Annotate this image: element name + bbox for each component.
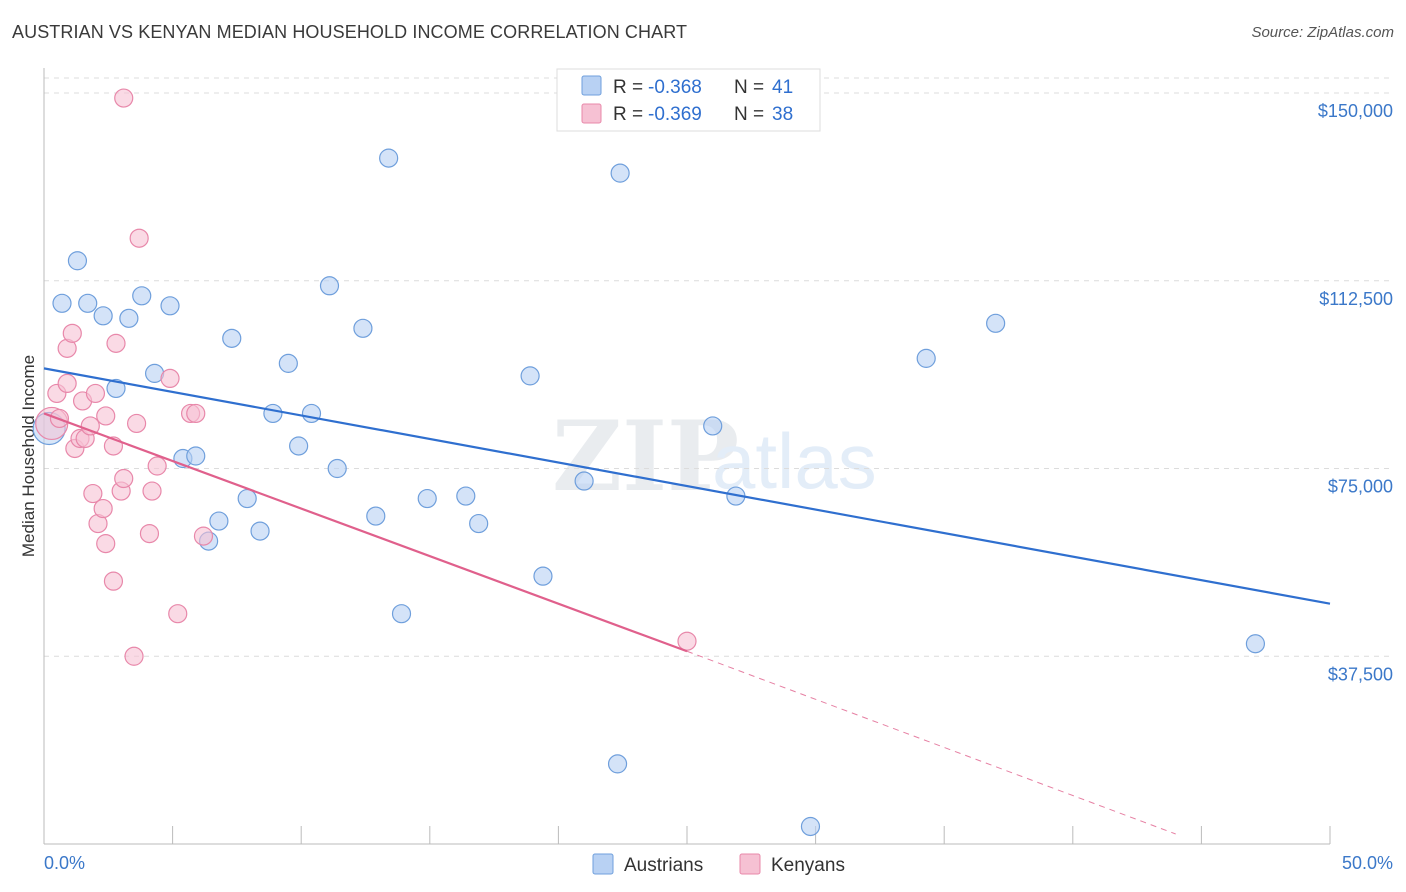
kenyans-point-34: [677, 631, 697, 651]
x-ticks: [43, 826, 1331, 844]
series-legend: Austrians Kenyans: [592, 853, 845, 876]
austrians-point-7: [132, 286, 152, 306]
austrians-point-16: [250, 521, 270, 541]
kenyans-point-29: [160, 368, 180, 388]
austrians-point-28: [456, 486, 476, 506]
kenyans-point-25: [129, 228, 149, 248]
austrians-point-21: [319, 276, 340, 296]
austrians-point-40: [1245, 634, 1266, 654]
series-label-austrians: Austrians: [624, 855, 703, 876]
y-tick-label-0: $37,500: [1328, 664, 1393, 684]
kenyans-trend-line: [43, 412, 688, 653]
chart-title: AUSTRIAN VS KENYAN MEDIAN HOUSEHOLD INCO…: [12, 22, 688, 42]
austrians-point-6: [119, 308, 139, 328]
kenyans-point-12: [85, 383, 106, 404]
kenyans-point-32: [186, 403, 206, 424]
y-tick-label-1: $75,000: [1328, 477, 1393, 497]
kenyans-point-23: [124, 646, 144, 666]
y-tick-label-3: $150,000: [1318, 101, 1393, 121]
legend-n-value-kenyans: 38: [772, 104, 793, 125]
austrians-point-5: [106, 378, 126, 399]
austrians-point-9: [160, 296, 180, 316]
austrians-point-38: [916, 348, 936, 368]
source-label: Source: ZipAtlas.com: [1251, 24, 1394, 41]
austrians-point-30: [520, 366, 540, 386]
series-swatch-austrians: [592, 853, 614, 875]
kenyans-point-22: [114, 88, 134, 108]
correlation-legend: R = -0.368 N = 41 R = -0.369 N = 38: [556, 68, 821, 132]
y-tick-label-2: $112,500: [1319, 289, 1393, 309]
austrians-point-3: [78, 293, 98, 313]
kenyans-point-24: [126, 413, 147, 434]
y-tick-labels: $37,500 $75,000 $112,500 $150,000: [1318, 101, 1393, 684]
austrians-point-27: [417, 488, 437, 509]
austrians-point-15: [237, 488, 257, 509]
austrians-point-39: [986, 313, 1006, 333]
austrians-trend-line: [43, 367, 1331, 605]
austrians-point-19: [289, 436, 309, 456]
kenyans-point-33: [193, 526, 214, 546]
kenyans-point-26: [139, 523, 160, 544]
kenyans-point-3: [57, 373, 77, 394]
legend-swatch-kenyans: [581, 103, 602, 124]
kenyans-point-19: [106, 333, 126, 353]
kenyans-point-11: [83, 483, 103, 504]
austrians-point-25: [379, 148, 399, 168]
austrians-point-33: [607, 754, 628, 774]
austrians-point-34: [610, 163, 630, 183]
data-points: [32, 88, 1266, 837]
austrians-point-18: [278, 353, 298, 373]
kenyans-point-5: [62, 323, 82, 343]
austrians-point-22: [327, 458, 347, 479]
x-tick-label-max: 50.0%: [1342, 853, 1393, 873]
austrians-point-4: [93, 306, 113, 326]
y-axis-label: Median Household Income: [19, 355, 38, 557]
austrians-point-2: [67, 251, 88, 271]
kenyans-point-28: [147, 456, 167, 476]
legend-r-label-kenyans: R =: [613, 104, 643, 125]
austrians-point-24: [366, 506, 386, 526]
kenyans-point-27: [142, 481, 162, 501]
austrians-point-37: [800, 816, 821, 837]
austrians-point-14: [222, 328, 242, 348]
austrians-point-17: [263, 403, 283, 424]
kenyans-point-15: [96, 406, 116, 426]
grid-lines: [44, 77, 1393, 657]
series-swatch-kenyans: [739, 853, 761, 875]
legend-swatch-austrians: [581, 75, 602, 96]
kenyans-trend-extension: [686, 650, 1176, 835]
kenyans-point-10: [80, 416, 100, 436]
austrians-point-13: [209, 511, 229, 531]
kenyans-point-14: [93, 498, 113, 519]
kenyans-point-30: [168, 604, 188, 624]
legend-r-value-kenyans: -0.369: [648, 104, 702, 125]
series-label-kenyans: Kenyans: [771, 855, 845, 876]
austrians-point-20: [301, 403, 322, 424]
austrians-point-31: [533, 566, 553, 586]
legend-n-label-kenyans: N =: [734, 104, 764, 125]
austrians-point-26: [391, 604, 412, 624]
legend-r-label-austrians: R =: [613, 77, 643, 98]
kenyans-point-17: [103, 571, 124, 591]
austrians-point-35: [703, 416, 723, 436]
legend-r-value-austrians: -0.368: [648, 77, 702, 98]
legend-n-label-austrians: N =: [734, 77, 764, 98]
austrians-point-23: [353, 318, 373, 338]
austrians-point-11: [186, 446, 206, 466]
legend-n-value-austrians: 41: [772, 77, 793, 98]
trend-lines: [43, 367, 1331, 835]
austrians-point-32: [574, 471, 594, 491]
kenyans-point-21: [114, 468, 134, 489]
x-tick-label-min: 0.0%: [44, 853, 85, 873]
austrians-point-1: [52, 293, 72, 313]
austrians-point-29: [469, 513, 489, 534]
kenyans-point-16: [96, 534, 116, 554]
